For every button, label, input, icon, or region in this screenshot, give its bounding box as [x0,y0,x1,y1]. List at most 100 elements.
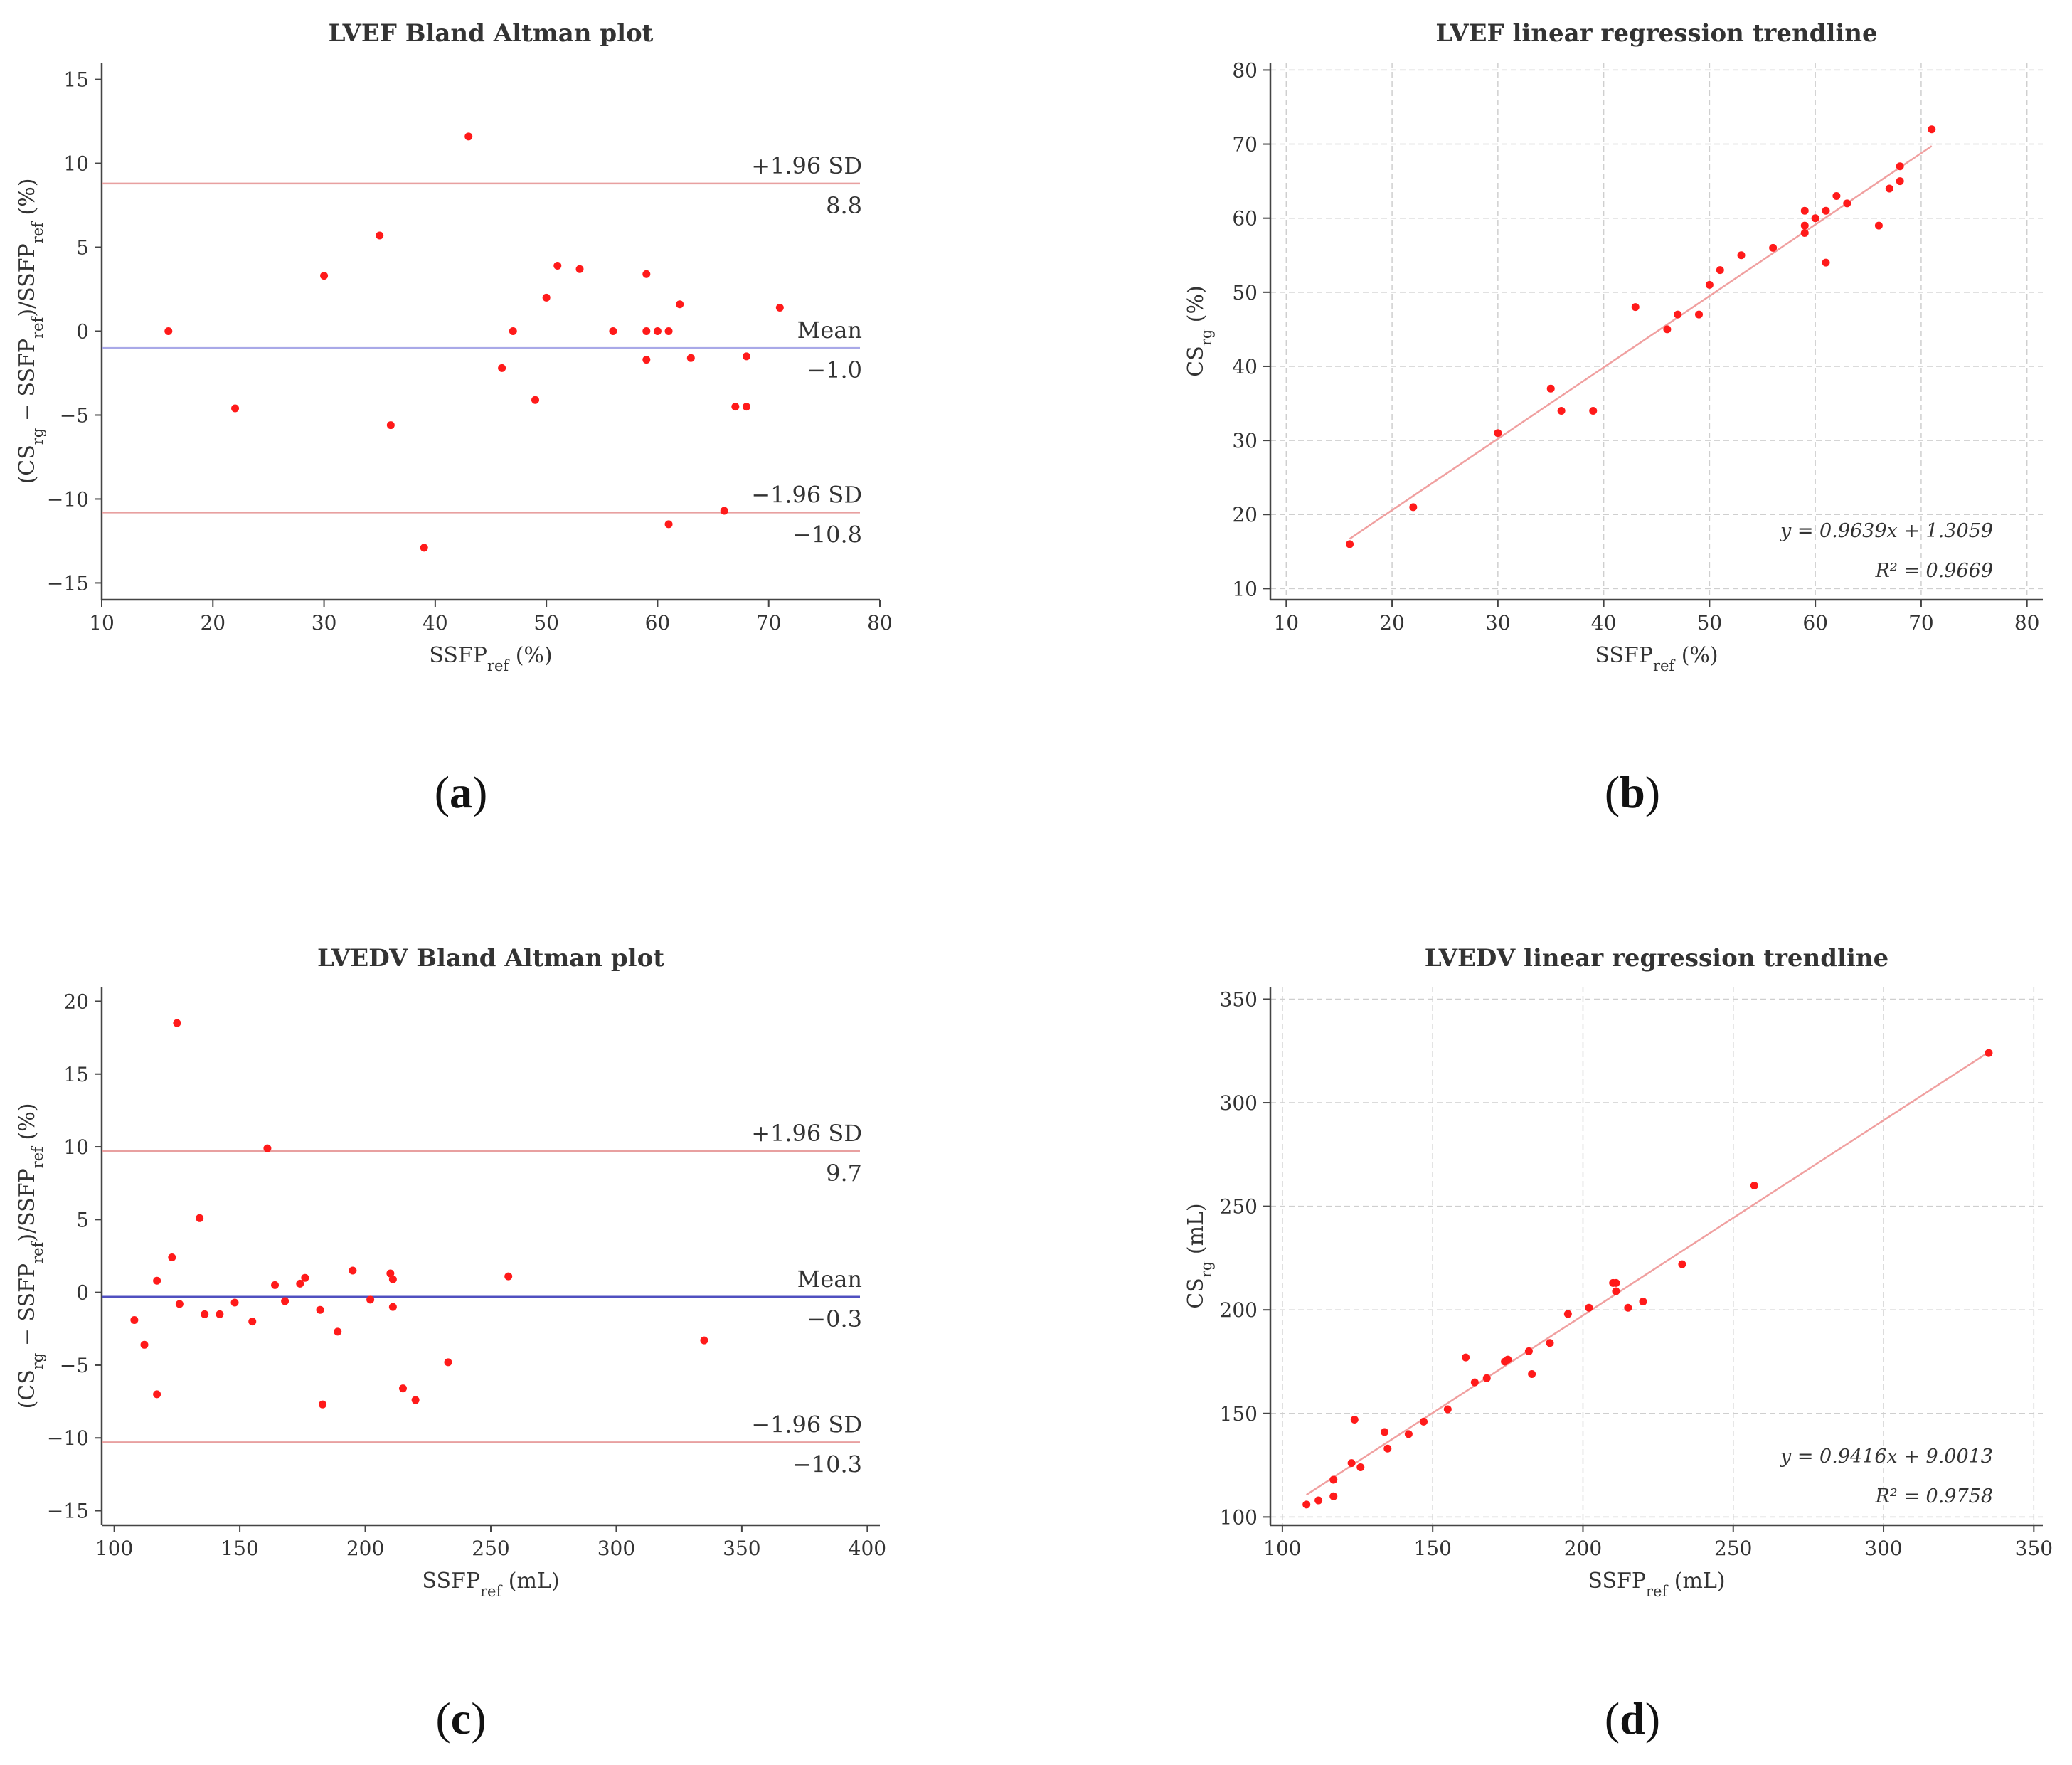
data-point [1843,199,1851,208]
data-point [349,1266,357,1275]
data-point [742,352,750,361]
data-point [653,327,662,335]
data-point [173,1019,181,1027]
data-point [1832,191,1841,200]
data-point [700,1336,708,1345]
data-point [1822,258,1830,267]
y-axis-label: CSrg​ (mL) [1184,1203,1215,1308]
data-point [1504,1355,1512,1364]
x-tick-label: 70 [756,611,782,635]
data-point [1528,1369,1536,1378]
data-point [664,520,673,529]
data-point [504,1272,513,1281]
chart-panel-2: LVEF linear regression trendline 10 20 30 40… [1184,19,2043,817]
data-point [201,1310,209,1318]
data-point [1494,429,1502,438]
data-point [168,1253,176,1262]
data-point [509,327,517,335]
x-tick-label: 50 [1697,611,1723,635]
data-point [609,327,617,335]
chart-title: LVEF Bland Altman plot [329,19,654,48]
data-point [316,1305,324,1314]
x-tick-label: 150 [1413,1537,1451,1560]
y-tick-label: 0 [76,1281,89,1305]
chart-panel-4: LVEDV linear regression trendline 100 150 2… [1184,944,2053,1744]
data-point [1716,266,1724,275]
data-point [196,1214,204,1222]
y-tick-label: −10 [47,487,89,511]
reference-line-label: +1.96 SD [751,1120,862,1147]
y-tick-label: 70 [1232,133,1258,157]
y-tick-label: 100 [1220,1505,1258,1529]
x-tick-label: 150 [221,1537,258,1560]
y-tick-label: 5 [76,236,89,260]
data-point [676,300,684,309]
data-point [175,1300,184,1308]
data-point [1443,1405,1452,1414]
trendline [1349,145,1933,540]
data-point [1589,406,1598,415]
data-point [444,1358,452,1367]
chart-title: LVEF linear regression trendline [1435,19,1877,48]
data-point [1585,1303,1593,1312]
data-point [1896,162,1904,171]
data-point [542,293,551,302]
data-point [1896,177,1904,186]
data-point [411,1396,420,1404]
grid [1270,987,2043,1525]
data-point [1624,1303,1632,1312]
data-point [263,1144,272,1152]
data-point [1674,310,1682,319]
data-point [1678,1260,1686,1268]
reference-line-value: −10.8 [792,521,862,548]
y-tick-label: 80 [1232,58,1258,82]
data-point [376,231,384,240]
regression-annotation: R² = 0.9758 [1875,1485,1993,1507]
data-point [464,132,473,141]
x-tick-label: 250 [1714,1537,1752,1560]
data-point [664,327,673,335]
reference-line-value: −10.3 [792,1451,862,1478]
data-point [1822,206,1830,215]
y-tick-label: 200 [1220,1298,1258,1322]
reference-line-label: +1.96 SD [751,152,862,179]
y-tick-label: 150 [1220,1402,1258,1426]
y-tick-label: 60 [1232,207,1258,230]
panel-label: (a) [435,767,488,817]
data-point [553,261,562,270]
x-tick-label: 300 [597,1537,635,1560]
data-point [1612,1287,1620,1295]
data-point [1350,1416,1359,1424]
data-point [1462,1353,1470,1362]
y-tick-label: 40 [1232,355,1258,378]
panel-label: (c) [435,1693,486,1744]
data-point [1409,503,1418,512]
data-point [1347,1459,1356,1468]
x-tick-label: 350 [2015,1537,2053,1560]
data-point [1524,1347,1533,1355]
x-tick-label: 400 [849,1537,886,1560]
x-tick-label: 100 [95,1537,133,1560]
data-point [1663,325,1672,334]
data-point [1557,406,1566,415]
data-point [386,421,395,430]
data-point [1985,1049,1993,1057]
x-tick-label: 40 [423,611,448,635]
data-point [388,1275,397,1283]
x-tick-label: 30 [312,611,337,635]
data-point [498,364,506,372]
data-point [1800,221,1809,230]
data-point [230,1298,239,1307]
x-tick-label: 60 [1802,611,1828,635]
data-point [1383,1444,1392,1453]
chart-title: LVEDV Bland Altman plot [317,944,664,972]
data-point [1612,1278,1620,1287]
y-tick-label: −5 [60,1354,89,1377]
data-point [319,1400,327,1409]
data-point [642,270,651,278]
reference-line-value: 8.8 [826,192,862,219]
data-point [1546,384,1555,393]
data-point [1482,1374,1491,1382]
